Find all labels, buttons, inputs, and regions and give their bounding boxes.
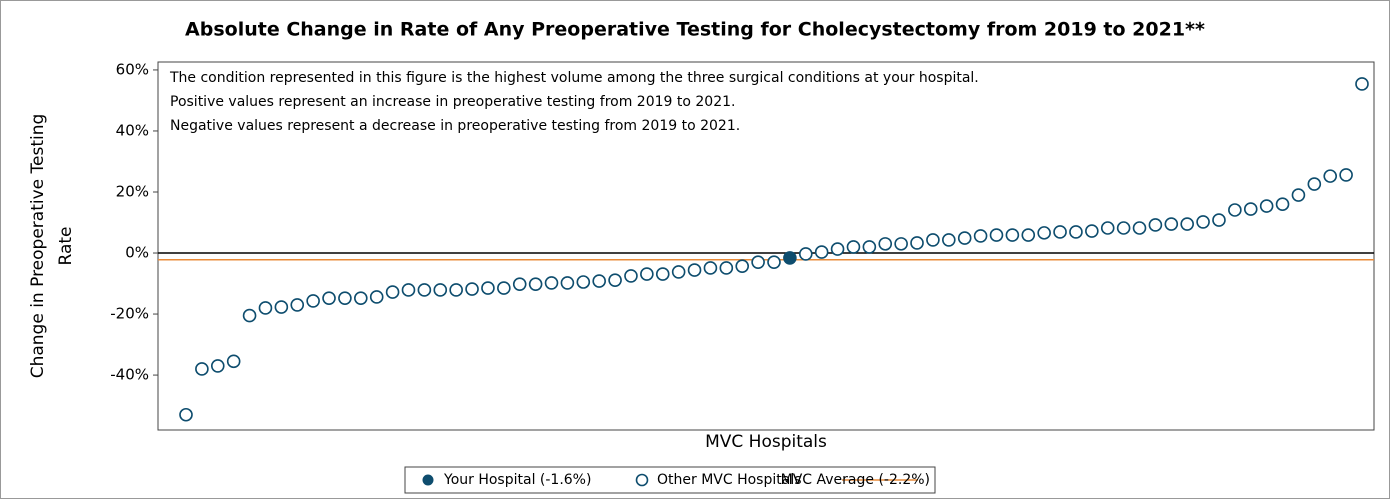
hospital-point xyxy=(655,267,670,281)
hospital-point xyxy=(798,247,813,261)
hospital-point xyxy=(1291,188,1306,202)
hospital-point xyxy=(703,261,718,275)
hospital-point xyxy=(195,362,209,376)
y-tick-label: 0% xyxy=(125,244,149,262)
hospital-point xyxy=(369,290,384,304)
y-axis-label: Rate xyxy=(56,227,76,266)
hospital-point xyxy=(481,281,495,295)
y-tick-label: 20% xyxy=(116,182,149,200)
hospital-point xyxy=(878,237,893,251)
hospital-point xyxy=(719,261,734,275)
legend-marker xyxy=(422,474,434,486)
hospital-point xyxy=(1323,169,1338,183)
hospital-point xyxy=(1069,225,1083,239)
hospital-point xyxy=(338,291,352,305)
y-tick-label: 60% xyxy=(116,60,149,78)
hospital-point xyxy=(1196,215,1210,229)
hospital-point xyxy=(1164,217,1179,231)
hospital-point xyxy=(1037,226,1051,240)
x-axis-label: MVC Hospitals xyxy=(705,432,827,452)
hospital-point xyxy=(544,276,559,290)
hospital-point xyxy=(989,228,1004,242)
hospital-point xyxy=(354,291,368,305)
hospital-point xyxy=(1005,228,1020,242)
hospital-point xyxy=(512,277,527,291)
hospital-point xyxy=(814,245,829,259)
hospital-point xyxy=(830,242,845,256)
hospital-point xyxy=(1180,217,1194,231)
hospital-point xyxy=(385,285,400,299)
y-tick-label: 40% xyxy=(116,121,149,139)
legend-label: Other MVC Hospitals xyxy=(657,472,802,488)
hospital-point xyxy=(1307,177,1322,191)
hospital-point xyxy=(1339,168,1353,182)
hospital-point xyxy=(735,259,750,273)
hospital-point xyxy=(226,354,241,369)
hospital-point xyxy=(926,233,940,247)
chart-title: Absolute Change in Rate of Any Preoperat… xyxy=(185,19,1205,41)
hospital-point xyxy=(751,255,765,269)
hospital-point xyxy=(497,281,511,295)
y-tick-label: -40% xyxy=(110,366,149,384)
hospital-point xyxy=(306,294,320,308)
plot-area xyxy=(157,61,1375,431)
legend-label: Your Hospital (-1.6%) xyxy=(443,472,591,488)
hospital-point xyxy=(1355,77,1369,91)
hospital-point xyxy=(1259,199,1274,213)
hospital-point xyxy=(1212,213,1226,227)
hospital-point xyxy=(290,298,305,312)
hospital-point xyxy=(624,269,638,283)
hospital-point xyxy=(942,233,956,247)
hospital-point xyxy=(957,231,972,245)
hospital-point xyxy=(242,308,257,323)
your-hospital-point xyxy=(783,251,797,265)
hospital-point xyxy=(687,263,702,277)
hospital-point xyxy=(528,277,543,291)
hospital-point xyxy=(671,265,686,279)
note: Negative values represent a decrease in … xyxy=(170,118,740,134)
hospital-point xyxy=(576,275,591,289)
hospital-point xyxy=(894,237,908,251)
hospital-point xyxy=(640,267,654,281)
hospital-point xyxy=(560,276,575,290)
hospital-point xyxy=(1148,218,1163,232)
hospital-point xyxy=(449,283,463,297)
hospital-point xyxy=(767,255,781,269)
hospital-point xyxy=(1100,221,1115,235)
hospital-point xyxy=(1053,225,1067,239)
hospital-point xyxy=(401,283,416,297)
note: The condition represented in this figure… xyxy=(169,70,979,86)
y-axis-label: Change in Preoperative Testing xyxy=(28,114,48,379)
hospital-point xyxy=(910,236,924,250)
note: Positive values represent an increase in… xyxy=(170,94,735,110)
hospital-point xyxy=(862,240,877,254)
hospital-point xyxy=(274,300,289,314)
y-tick-label: -20% xyxy=(110,305,149,323)
hospital-point xyxy=(258,301,273,315)
hospital-point xyxy=(433,283,448,297)
hospital-point xyxy=(608,273,622,287)
legend-label: MVC Average (-2.2%) xyxy=(781,472,930,488)
hospital-point xyxy=(592,274,606,288)
hospital-point xyxy=(179,407,193,422)
hospital-point xyxy=(465,282,479,296)
hospital-point xyxy=(1243,202,1258,216)
hospital-point xyxy=(1132,221,1147,235)
hospital-point xyxy=(210,359,225,373)
hospital-point xyxy=(1116,221,1131,235)
hospital-point xyxy=(322,291,336,305)
hospital-point xyxy=(1275,197,1290,211)
hospital-point xyxy=(1228,203,1242,217)
hospital-point xyxy=(1021,228,1036,242)
hospital-point xyxy=(1085,224,1099,238)
hospital-point xyxy=(417,283,432,297)
hospital-point xyxy=(846,240,861,254)
legend-marker xyxy=(635,473,649,487)
hospital-point xyxy=(973,229,988,243)
